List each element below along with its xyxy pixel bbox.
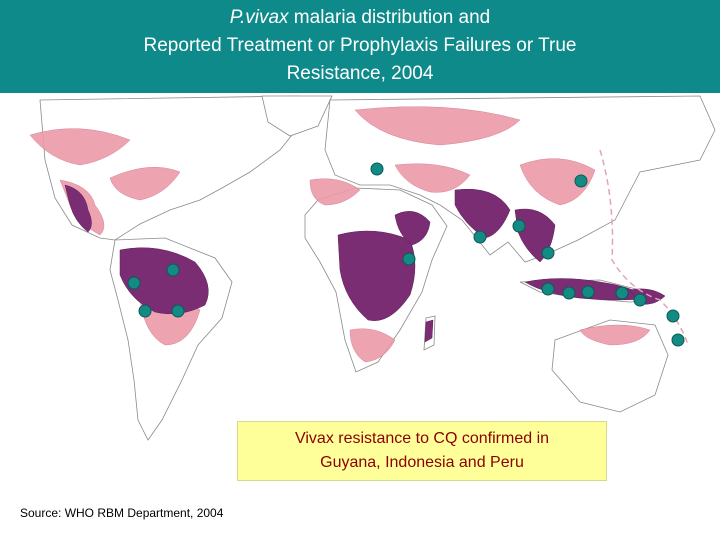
resistance-marker	[370, 162, 384, 176]
title-line-2: Reported Treatment or Prophylaxis Failur…	[143, 35, 577, 56]
callout-line-2: Guyana, Indonesia and Peru	[320, 454, 524, 471]
high-risk-madagascar	[424, 319, 434, 343]
high-risk-amazon	[119, 247, 209, 315]
resistance-marker	[666, 309, 680, 323]
resistance-markers	[127, 162, 685, 347]
resistance-marker	[581, 285, 595, 299]
title-line-1-rest: malaria distribution and	[288, 7, 491, 28]
resistance-marker	[633, 293, 647, 307]
low-risk-north-africa	[309, 178, 361, 206]
boundary-line	[599, 149, 689, 346]
high-risk-south-asia	[454, 189, 511, 239]
title-italic-species: P.vivax	[229, 7, 289, 28]
resistance-marker	[473, 230, 487, 244]
resistance-marker	[574, 174, 588, 188]
resistance-marker	[512, 219, 526, 233]
low-risk-china	[519, 158, 596, 206]
low-risk-europe-russia	[354, 106, 521, 146]
title-line-1: P.vivax malaria distribution and	[0, 4, 720, 32]
resistance-marker	[541, 282, 555, 296]
resistance-marker	[402, 252, 416, 266]
resistance-callout: Vivax resistance to CQ confirmed in Guya…	[237, 421, 607, 481]
resistance-marker	[671, 333, 685, 347]
high-risk-east-africa	[394, 211, 431, 246]
resistance-marker	[166, 263, 180, 277]
world-map	[29, 95, 716, 441]
resistance-marker	[127, 276, 141, 290]
greenland-land	[261, 95, 333, 137]
callout-line-1: Vivax resistance to CQ confirmed in	[294, 430, 550, 447]
low-risk-southern-africa	[349, 328, 396, 363]
high-risk-central-africa	[337, 230, 416, 321]
low-risk-north-america	[29, 128, 131, 166]
source-note: Source: WHO RBM Department, 2004	[20, 506, 224, 520]
wallace-line	[599, 149, 689, 346]
low-risk-middle-east	[394, 163, 471, 193]
high-risk-mexico	[64, 184, 92, 233]
title-line-3: Resistance, 2004	[286, 63, 434, 84]
resistance-marker	[615, 286, 629, 300]
australia-land	[551, 319, 669, 413]
title-bar: P.vivax malaria distribution and Reporte…	[0, 0, 720, 93]
low-risk-north-australia	[579, 324, 651, 346]
resistance-marker	[171, 304, 185, 318]
resistance-marker	[138, 304, 152, 318]
resistance-marker	[562, 286, 576, 300]
low-risk-us-east	[109, 167, 181, 201]
resistance-marker	[541, 246, 555, 260]
